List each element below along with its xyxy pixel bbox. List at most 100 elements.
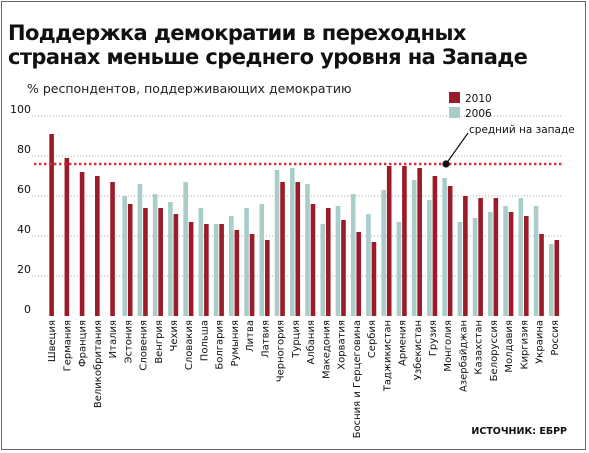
category-label: Босния и Герцеговина xyxy=(352,320,363,438)
bar-2006 xyxy=(518,198,524,316)
bar-2006 xyxy=(320,224,326,316)
y-tick-label: 20 xyxy=(17,263,31,276)
reference-line-label: средний на западе xyxy=(469,124,575,136)
bar-2006 xyxy=(427,200,432,316)
bar-2010 xyxy=(49,134,54,316)
bar-2010 xyxy=(417,168,422,316)
bar-2010 xyxy=(463,196,468,316)
bar-2010 xyxy=(79,172,85,316)
source-note: ИСТОЧНИК: ЕБРР xyxy=(471,426,567,437)
bar-2006 xyxy=(229,216,234,316)
bar-2010 xyxy=(310,204,316,316)
bar-2010 xyxy=(143,208,148,316)
category-label: Словакия xyxy=(184,320,195,370)
category-label: Монголия xyxy=(443,320,454,372)
bar-2010 xyxy=(110,182,115,316)
bar-2006 xyxy=(274,170,280,316)
bar-2010 xyxy=(539,234,544,316)
category-label: Франция xyxy=(78,320,89,367)
reference-pointer-line xyxy=(445,132,469,165)
y-tick-label: 40 xyxy=(17,223,31,236)
category-label: Турция xyxy=(291,320,302,359)
legend-label-2010: 2010 xyxy=(465,93,492,105)
bar-2006 xyxy=(442,178,447,316)
bar-2010 xyxy=(295,182,301,316)
category-label: Швеция xyxy=(47,320,58,362)
category-label: Эстония xyxy=(123,320,134,363)
category-label: Узбекистан xyxy=(413,320,424,380)
bar-2010 xyxy=(204,224,209,316)
chart-title-line-2: странах меньше среднего уровня на Западе xyxy=(8,45,528,69)
category-label: Азербайджан xyxy=(458,320,469,392)
y-tick-label: 80 xyxy=(17,143,31,156)
bar-2010 xyxy=(371,242,377,316)
category-label: Грузия xyxy=(428,320,439,356)
bar-2010 xyxy=(158,208,163,316)
bar-2010 xyxy=(508,212,514,316)
reference-line-group: средний на западе xyxy=(34,124,575,168)
bar-2010 xyxy=(478,198,483,316)
bar-2010 xyxy=(524,216,529,316)
legend: 2010 2006 xyxy=(449,92,492,120)
bar-2006 xyxy=(198,208,204,316)
bar-2010 xyxy=(188,222,194,316)
bar-2006 xyxy=(396,222,402,316)
bar-2006 xyxy=(244,208,249,316)
category-label: Великобритания xyxy=(93,320,104,408)
legend-swatch-2006 xyxy=(449,107,460,118)
bar-2010 xyxy=(249,234,255,316)
category-label: Италия xyxy=(108,320,119,358)
category-label: Киргизия xyxy=(519,320,530,370)
bar-2006 xyxy=(350,194,356,316)
category-label: Албания xyxy=(306,320,317,365)
category-label: Украина xyxy=(535,320,546,364)
reference-marker-dot xyxy=(442,160,450,168)
category-label: Чехия xyxy=(169,320,180,351)
bar-2006 xyxy=(259,204,265,316)
bar-2006 xyxy=(472,218,478,316)
bar-2006 xyxy=(213,224,219,316)
bar-2010 xyxy=(402,166,407,316)
bar-2006 xyxy=(457,222,463,316)
category-label: Венгрия xyxy=(154,320,165,364)
bar-2010 xyxy=(341,220,346,316)
bar-2006 xyxy=(137,184,143,316)
bar-2006 xyxy=(533,206,539,316)
category-label: Россия xyxy=(550,320,561,356)
bars xyxy=(49,134,560,316)
bar-2010 xyxy=(325,208,331,316)
bar-2010 xyxy=(64,158,70,316)
category-label: Латвия xyxy=(260,320,271,358)
bar-2006 xyxy=(168,202,173,316)
bar-2010 xyxy=(127,204,133,316)
bar-2010 xyxy=(554,240,560,316)
bar-2010 xyxy=(280,182,285,316)
category-label: Германия xyxy=(62,320,73,371)
category-label: Сербия xyxy=(367,320,378,358)
legend-label-2006: 2006 xyxy=(465,108,492,120)
bar-2010 xyxy=(493,198,499,316)
category-label: Болгария xyxy=(215,320,226,370)
bar-2010 xyxy=(356,232,362,316)
category-label: Таджикистан xyxy=(382,320,393,392)
bar-2010 xyxy=(95,176,100,316)
legend-swatch-2010 xyxy=(449,92,460,103)
category-label: Литва xyxy=(245,320,256,352)
y-tick-label: 0 xyxy=(24,303,31,316)
bar-2010 xyxy=(432,176,438,316)
y-tick-label: 100 xyxy=(10,103,31,116)
category-label: Хорватия xyxy=(337,320,348,370)
bar-2010 xyxy=(447,186,453,316)
category-label: Белоруссия xyxy=(489,320,500,381)
bar-2006 xyxy=(305,184,310,316)
bar-2006 xyxy=(183,182,188,316)
bar-2006 xyxy=(335,206,341,316)
bar-2010 xyxy=(265,240,270,316)
bar-2006 xyxy=(503,206,508,316)
bar-2006 xyxy=(366,214,371,316)
bar-2010 xyxy=(173,214,179,316)
bar-2006 xyxy=(548,244,554,316)
bar-2006 xyxy=(122,196,127,316)
